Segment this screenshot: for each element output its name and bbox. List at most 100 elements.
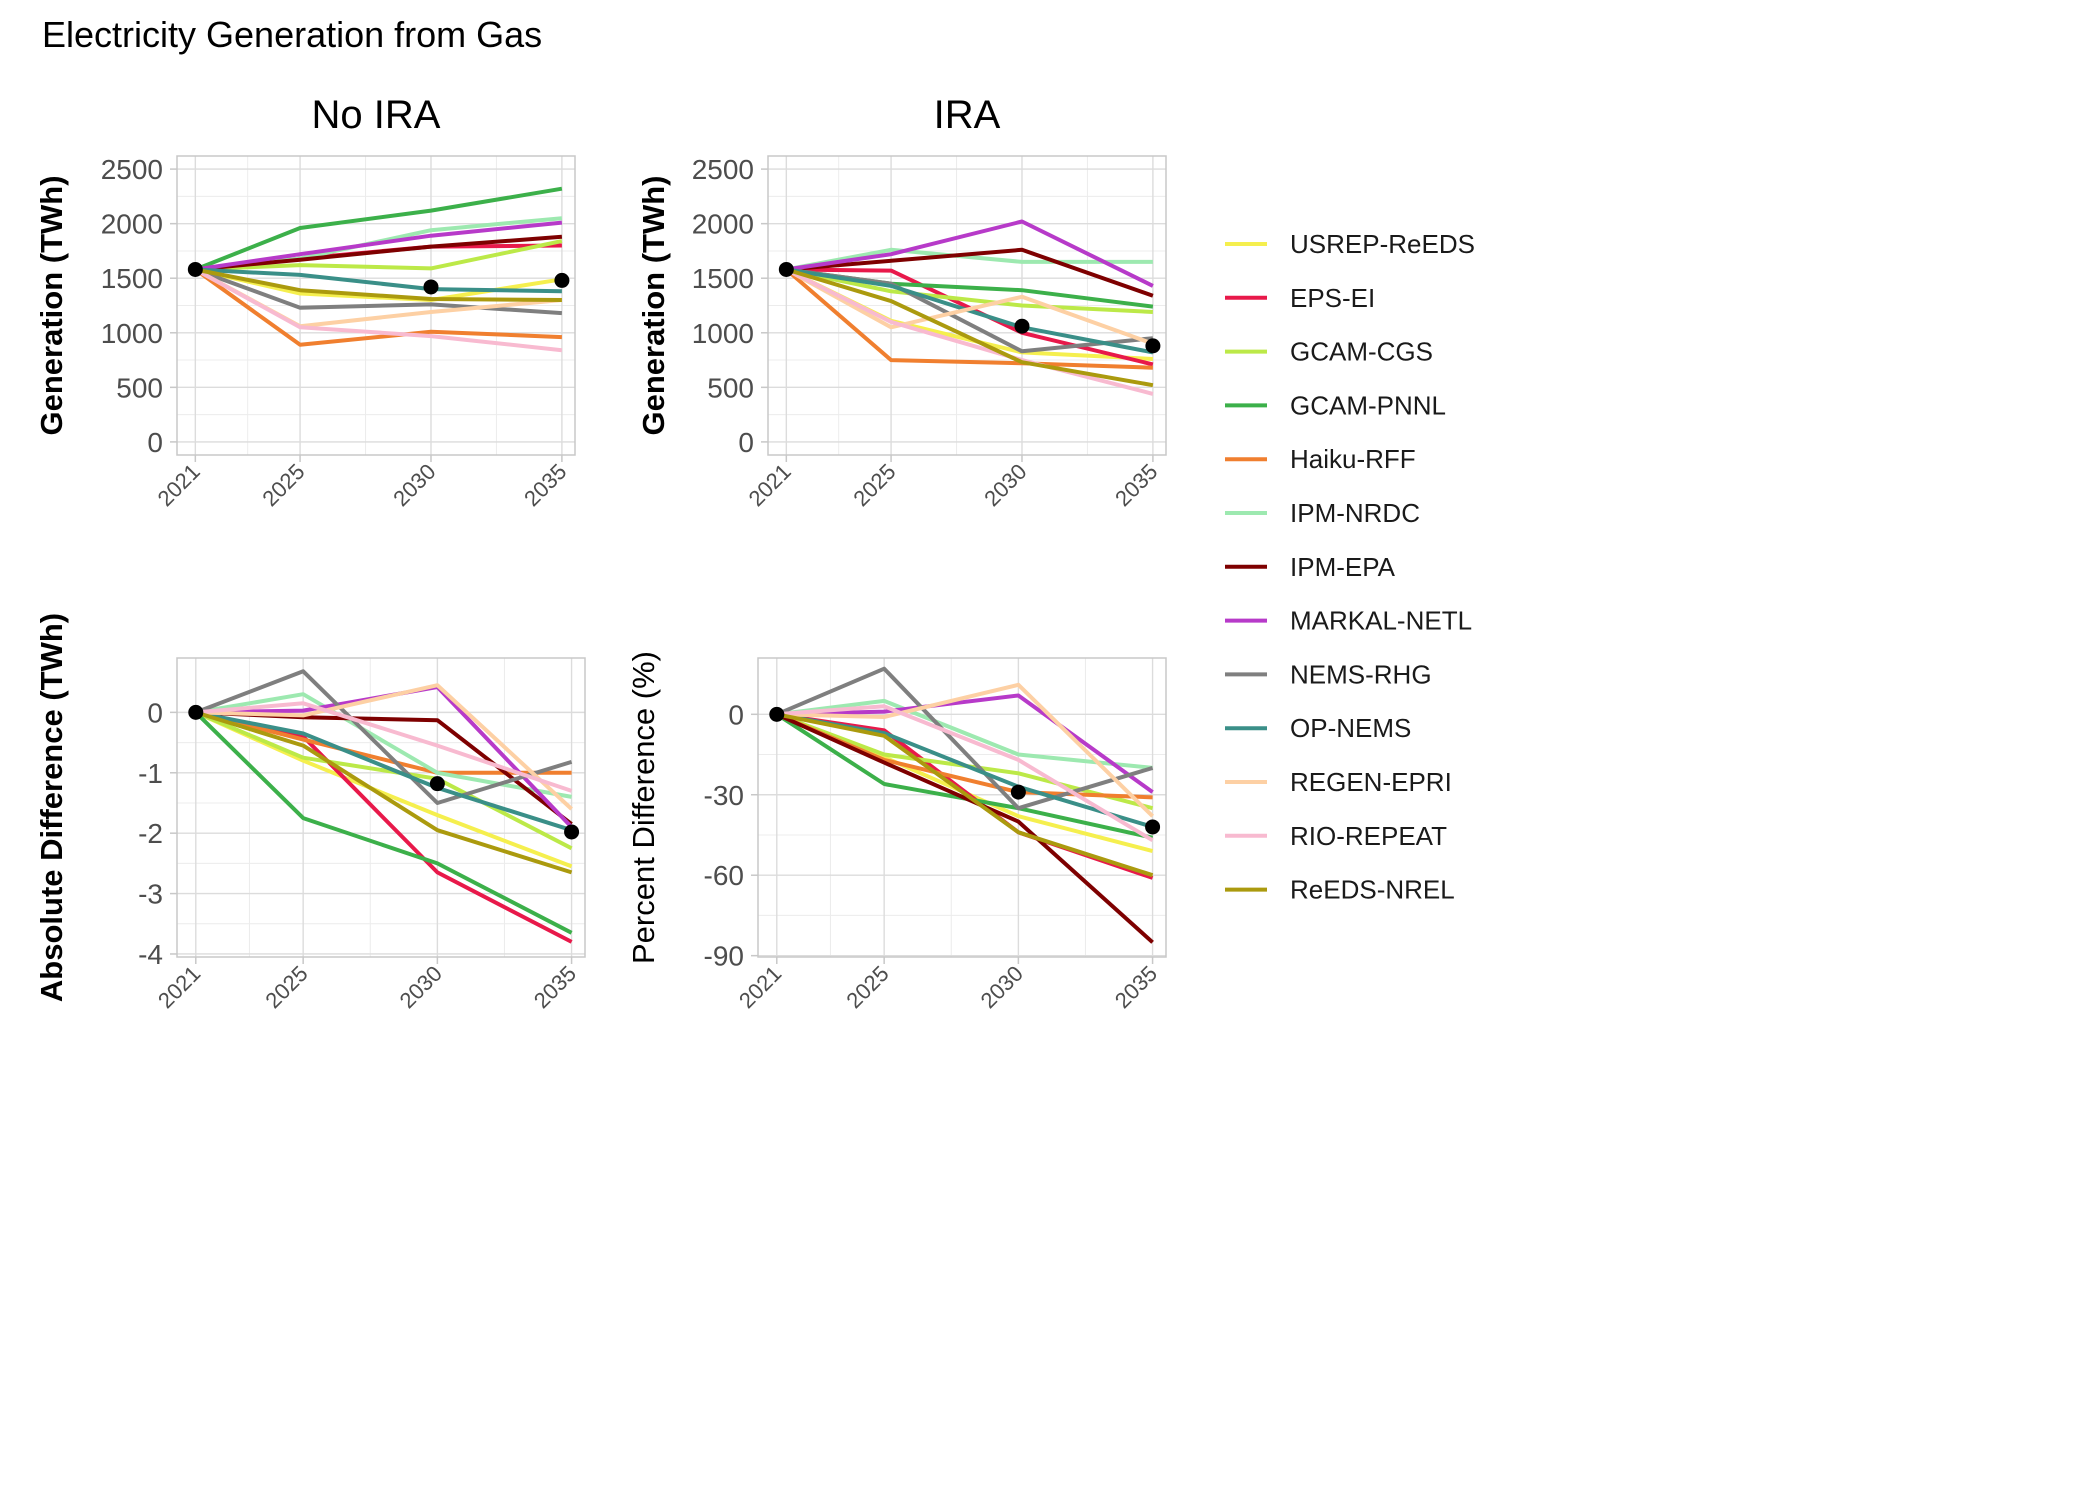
figure-title: Electricity Generation from Gas [42, 14, 542, 55]
series-line-nems-rhg [194, 267, 563, 316]
series-line-ipm-epa [195, 234, 563, 272]
data-point-marker [1145, 819, 1161, 835]
series-line-gcam-cgs [776, 712, 1154, 811]
data-point-marker [554, 272, 570, 288]
legend-label: USREP-ReEDS [1290, 229, 1475, 259]
series-line-regen-epri [195, 683, 573, 811]
series-line-ipm-epa [775, 712, 1154, 944]
series-line-gcam-pnnl [194, 710, 573, 935]
y-axis-label: Generation (TWh) [636, 175, 671, 435]
series-line-regen-epri [785, 267, 1154, 346]
y-tick-label: -3 [138, 879, 163, 910]
series-line-reeds-nrel [194, 267, 562, 302]
y-tick-label: -30 [704, 780, 744, 811]
legend-label: Haiku-RFF [1290, 444, 1416, 474]
panel-title: No IRA [312, 93, 441, 137]
legend-item: GCAM-PNNL [1225, 390, 1446, 420]
data-point-marker [1010, 784, 1026, 800]
series-line-regen-epri [776, 682, 1154, 818]
legend-label: OP-NEMS [1290, 713, 1411, 743]
y-tick-label: 1000 [101, 318, 163, 349]
y-tick-label: 0 [147, 697, 163, 728]
y-tick-label: 2000 [692, 209, 754, 240]
series-line-markal-netl [776, 693, 1154, 794]
legend-item: ReEDS-NREL [1225, 875, 1455, 905]
legend-item: NEMS-RHG [1225, 659, 1432, 689]
figure-canvas: Electricity Generation from Gas 0 500 1000… [34, 14, 1475, 1014]
series-line-haiku-rff [194, 267, 562, 347]
data-point-marker [423, 279, 439, 295]
data-point-marker [1014, 318, 1030, 334]
series-line-rio-repeat [776, 704, 1154, 843]
series-line-rio-repeat [195, 701, 573, 793]
series-line-nems-rhg [776, 666, 1154, 811]
y-tick-label: 2000 [101, 209, 163, 240]
legend-label: MARKAL-NETL [1290, 606, 1472, 636]
legend-item: IPM-NRDC [1225, 498, 1420, 528]
data-point-marker [769, 706, 785, 722]
data-point-marker [778, 261, 794, 277]
y-tick-label: 1500 [101, 263, 163, 294]
y-axis-label: Percent Difference (%) [626, 651, 661, 964]
y-tick-label: 500 [116, 372, 163, 403]
panel-title: IRA [934, 93, 1001, 137]
panel-border [176, 657, 586, 958]
series-line-gcam-cgs [195, 710, 573, 851]
series-line-markal-netl [786, 219, 1154, 288]
legend-item: GCAM-CGS [1225, 337, 1433, 367]
series-line-eps-ei [786, 267, 1154, 367]
legend-item: USREP-ReEDS [1225, 229, 1475, 259]
y-tick-label: 2500 [692, 154, 754, 185]
series-line-ipm-nrdc [776, 698, 1153, 770]
series-line-reeds-nrel [195, 710, 573, 875]
y-tick-label: -60 [704, 860, 744, 891]
legend-label: IPM-EPA [1290, 552, 1396, 582]
legend-label: RIO-REPEAT [1290, 821, 1447, 851]
legend-label: ReEDS-NREL [1290, 875, 1455, 905]
series-line-reeds-nrel [785, 267, 1154, 388]
series-line-gcam-pnnl [194, 186, 563, 272]
data-point-marker [564, 824, 580, 840]
series-line-op-nems [195, 710, 573, 833]
series-line-op-nems [785, 267, 1154, 355]
y-axis-label: Absolute Difference (TWh) [34, 613, 69, 1002]
panel-border [767, 155, 1167, 456]
series-line-nems-rhg [195, 669, 573, 805]
series-line-rio-repeat [194, 267, 563, 353]
series-line-ipm-nrdc [195, 692, 572, 799]
legend-label: NEMS-RHG [1290, 659, 1432, 689]
y-tick-label: 2500 [101, 154, 163, 185]
series-line-rio-repeat [785, 267, 1154, 396]
y-tick-label: 0 [147, 427, 163, 458]
y-tick-label: 0 [728, 699, 744, 730]
legend-item: Haiku-RFF [1225, 444, 1416, 474]
legend-item: REGEN-EPRI [1225, 767, 1452, 797]
series-line-op-nems [195, 267, 562, 294]
series-line-markal-netl [195, 220, 563, 272]
panel-border [757, 657, 1167, 958]
legend-item: IPM-EPA [1225, 552, 1396, 582]
y-tick-label: -2 [138, 818, 163, 849]
data-point-marker [1145, 338, 1161, 354]
legend: USREP-ReEDS EPS-EI GCAM-CGS GCAM-PNNL Haiku-… [1225, 229, 1475, 905]
data-point-marker [429, 776, 445, 792]
y-tick-label: -90 [704, 941, 744, 972]
series-line-ipm-epa [786, 247, 1154, 298]
legend-label: EPS-EI [1290, 283, 1375, 313]
legend-label: GCAM-PNNL [1290, 390, 1446, 420]
y-tick-label: 1000 [692, 318, 754, 349]
y-tick-label: 0 [738, 427, 754, 458]
series-line-gcam-pnnl [775, 712, 1154, 840]
series-line-reeds-nrel [776, 712, 1154, 878]
y-tick-label: -1 [138, 758, 163, 789]
legend-label: GCAM-CGS [1290, 337, 1433, 367]
plot-area [177, 658, 585, 957]
legend-item: MARKAL-NETL [1225, 606, 1472, 636]
y-tick-label: -4 [138, 939, 163, 970]
legend-item: OP-NEMS [1225, 713, 1411, 743]
panel-border [176, 155, 576, 456]
series-line-haiku-rff [784, 267, 1153, 370]
legend-label: IPM-NRDC [1290, 498, 1420, 528]
